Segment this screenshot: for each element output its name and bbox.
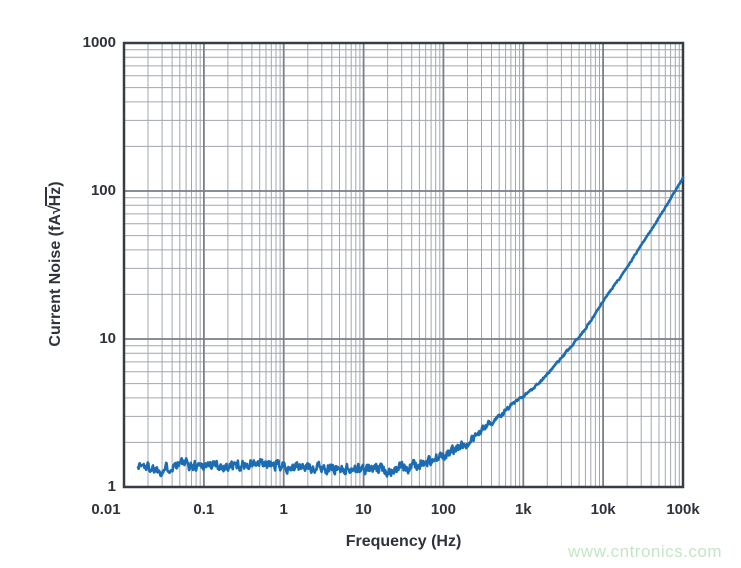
x-tick-label: 10k <box>590 501 616 518</box>
sqrt-overline-hz: Hz <box>45 186 64 207</box>
sqrt-radical-symbol: √ <box>47 205 64 215</box>
x-tick-label: 1 <box>279 501 288 518</box>
y-axis-title-suffix: ) <box>47 181 64 187</box>
y-axis-title-text: Current Noise (fA <box>47 214 64 347</box>
grid-minor-lines <box>124 43 683 487</box>
x-tick-label: 0.1 <box>193 501 215 518</box>
watermark: www.cntronics.com <box>568 542 722 561</box>
x-tick-label: 0.01 <box>91 501 121 518</box>
plot-frame <box>122 41 685 489</box>
y-tick-label: 10 <box>99 330 116 347</box>
y-tick-label: 1 <box>107 478 116 495</box>
y-tick-label: 100 <box>90 182 116 199</box>
y-axis-title: Current Noise (fA√Hz) <box>45 114 65 414</box>
x-tick-label: 100 <box>430 501 456 518</box>
x-tick-label: 1k <box>514 501 532 518</box>
x-tick-label: 10 <box>355 501 372 518</box>
x-axis-title: Frequency (Hz) <box>345 533 462 550</box>
current-noise-curve <box>136 176 685 478</box>
x-tick-label: 100k <box>666 501 700 518</box>
y-tick-label: 1000 <box>82 34 116 51</box>
